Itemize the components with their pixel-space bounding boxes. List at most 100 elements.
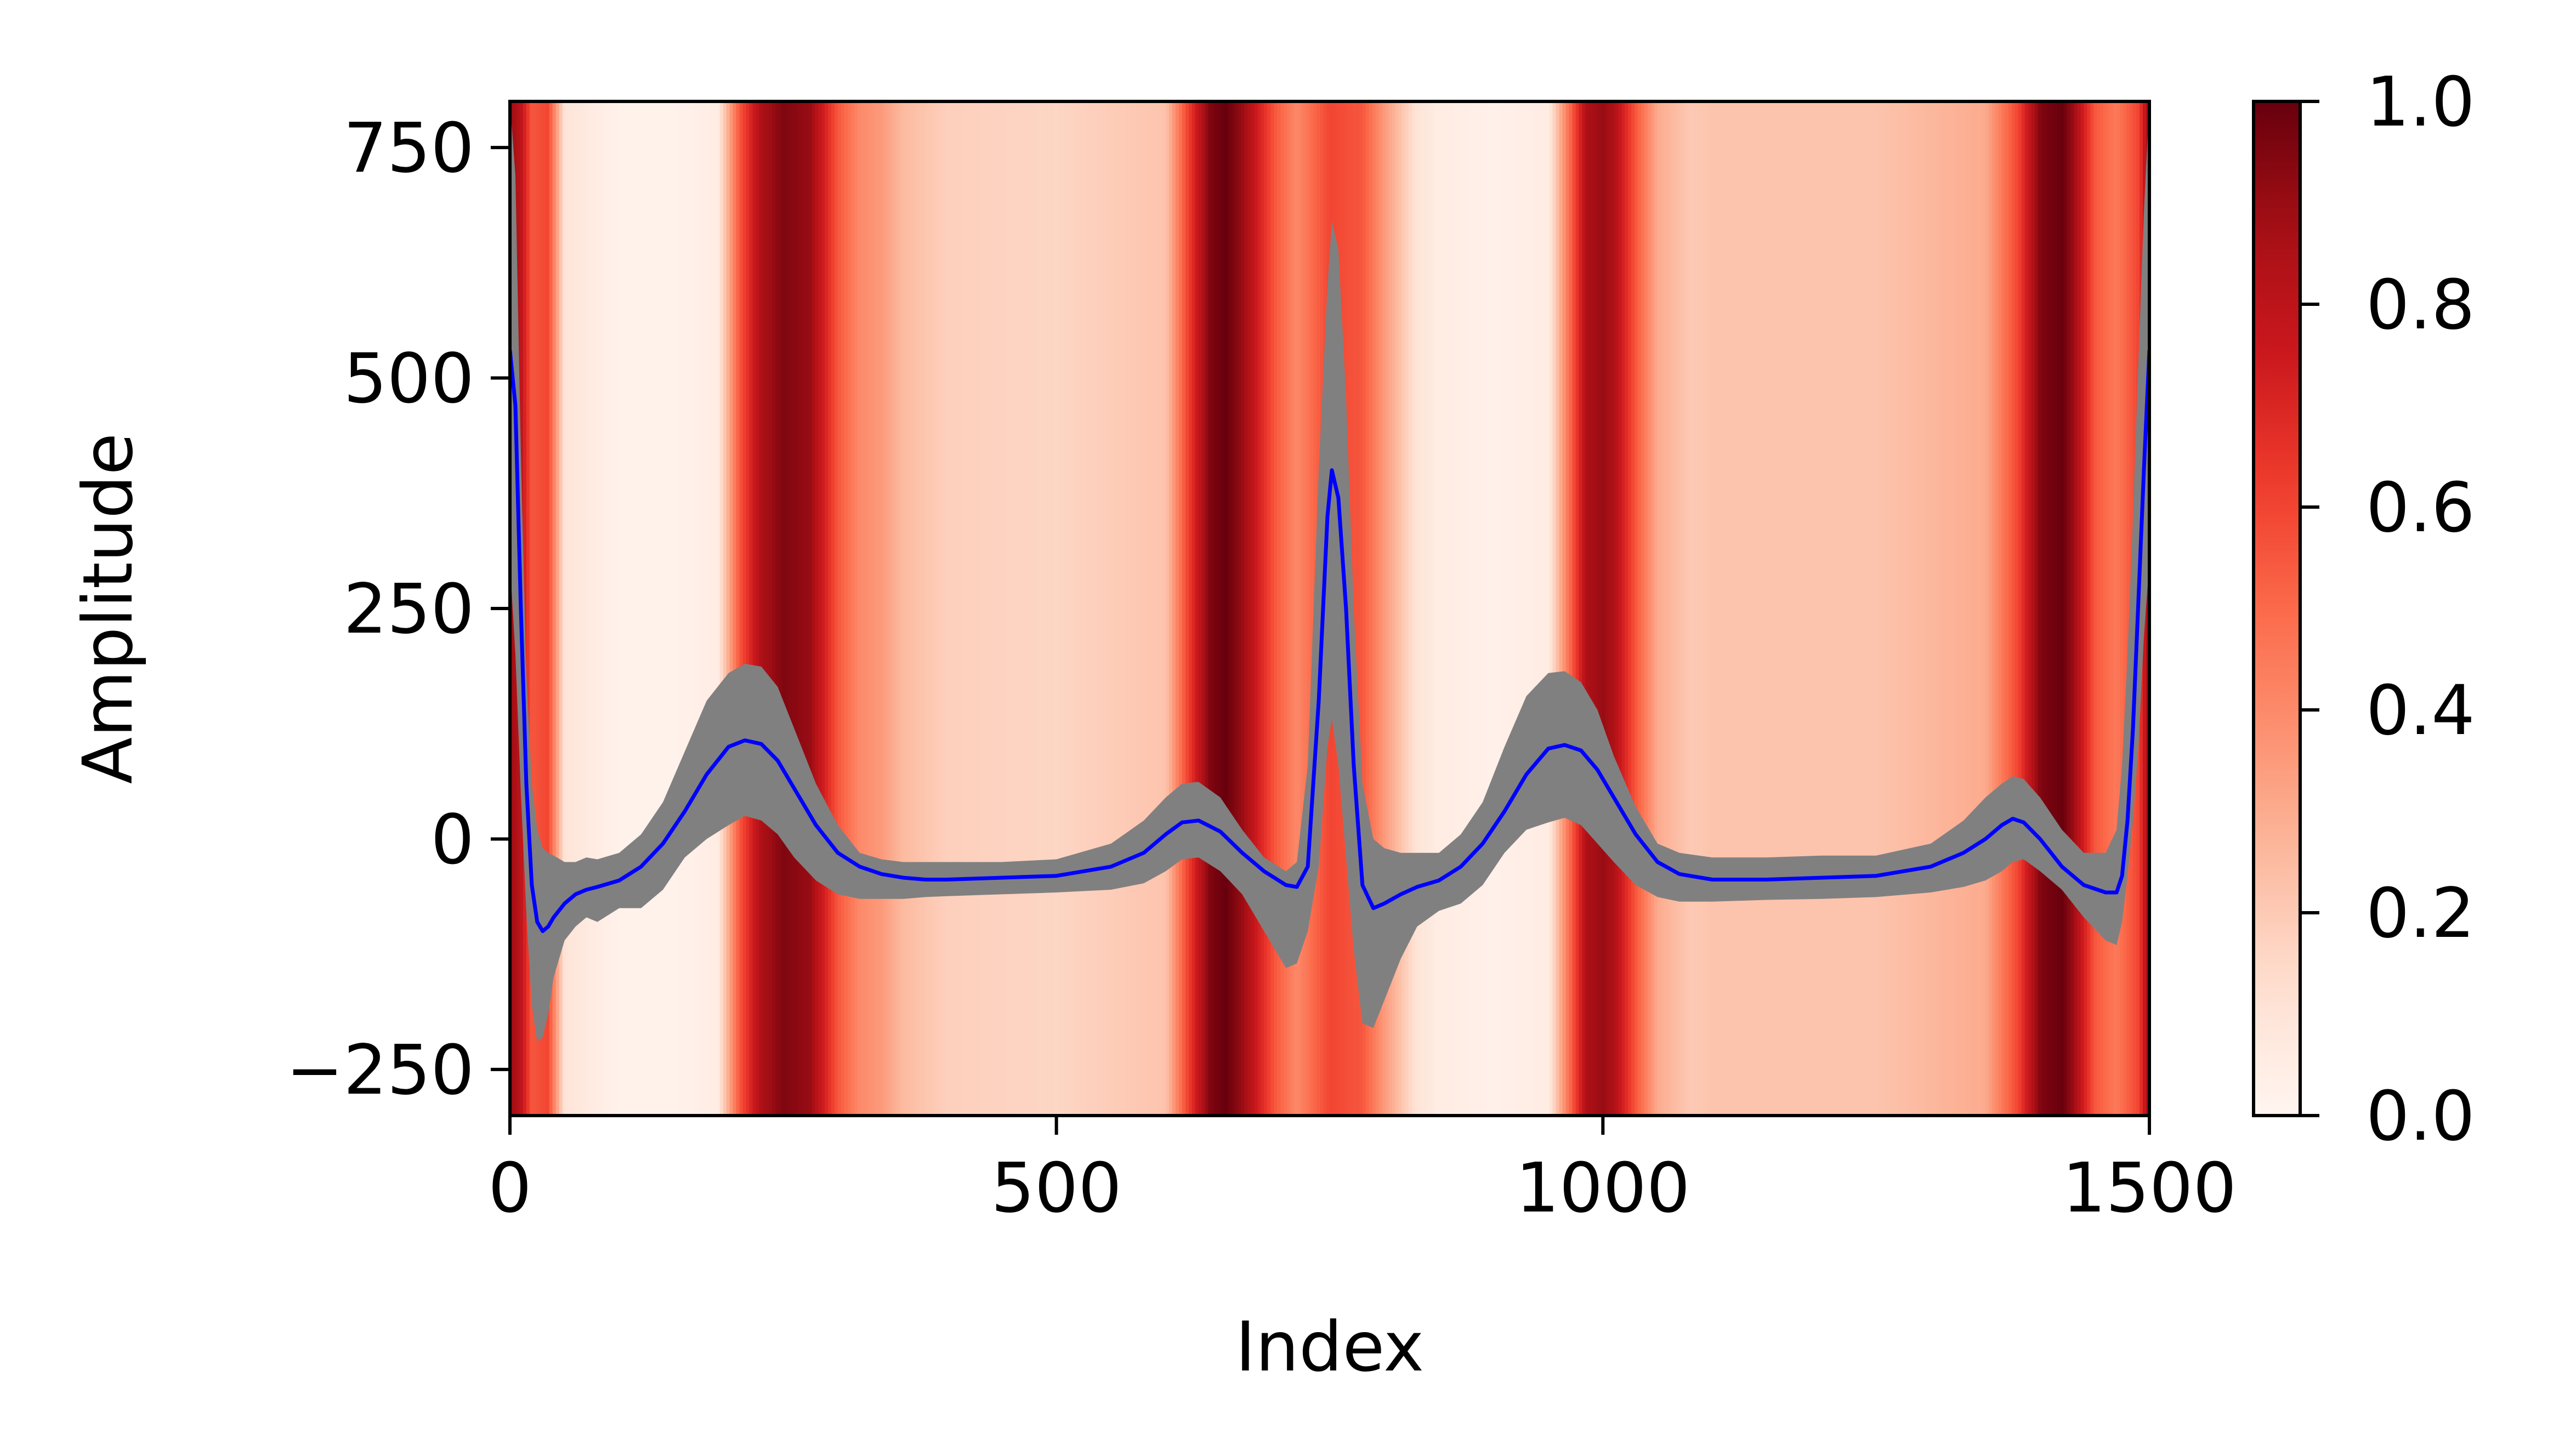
heatmap-column bbox=[739, 101, 744, 1116]
heatmap-column bbox=[1595, 101, 1599, 1116]
heatmap-column bbox=[1959, 101, 1963, 1116]
heatmap-column bbox=[943, 101, 947, 1116]
heatmap-column bbox=[1359, 101, 1363, 1116]
heatmap-column bbox=[1789, 101, 1792, 1116]
heatmap-column bbox=[1667, 101, 1671, 1116]
heatmap-column bbox=[1769, 101, 1773, 1116]
heatmap-column bbox=[788, 101, 793, 1116]
heatmap-column bbox=[979, 101, 983, 1116]
heatmap-column bbox=[1274, 101, 1278, 1116]
heatmap-column bbox=[1110, 101, 1114, 1116]
heatmap-column bbox=[1497, 101, 1501, 1116]
heatmap-column bbox=[1582, 101, 1586, 1116]
heatmap-column bbox=[733, 101, 737, 1116]
heatmap-column bbox=[575, 101, 580, 1116]
heatmap-column bbox=[1526, 101, 1530, 1116]
heatmap-column bbox=[555, 101, 560, 1116]
heatmap-column bbox=[1097, 101, 1101, 1116]
heatmap-column bbox=[1014, 101, 1019, 1116]
heatmap-column bbox=[1303, 101, 1307, 1116]
heatmap-column bbox=[1392, 101, 1396, 1116]
heatmap-column bbox=[854, 101, 858, 1116]
heatmap-column bbox=[782, 101, 786, 1116]
heatmap-column bbox=[1008, 101, 1012, 1116]
heatmap-column bbox=[1749, 101, 1753, 1116]
heatmap-column bbox=[896, 101, 901, 1116]
heatmap-column bbox=[2051, 101, 2055, 1116]
heatmap-column bbox=[621, 101, 626, 1116]
heatmap-column bbox=[2041, 101, 2045, 1116]
heatmap-column bbox=[1146, 101, 1150, 1116]
heatmap-column bbox=[1782, 101, 1786, 1116]
heatmap-column bbox=[1264, 101, 1268, 1116]
heatmap-column bbox=[1834, 101, 1838, 1116]
heatmap-column bbox=[1870, 101, 1875, 1116]
heatmap-column bbox=[559, 101, 563, 1116]
heatmap-column bbox=[1673, 101, 1678, 1116]
heatmap-column bbox=[2084, 101, 2088, 1116]
heatmap-background bbox=[510, 101, 2149, 1116]
heatmap-column bbox=[2080, 101, 2085, 1116]
heatmap-column bbox=[1513, 101, 1517, 1116]
heatmap-column bbox=[1247, 101, 1252, 1116]
heatmap-column bbox=[526, 101, 530, 1116]
heatmap-column bbox=[835, 101, 838, 1116]
heatmap-column bbox=[1077, 101, 1081, 1116]
heatmap-column bbox=[1234, 101, 1239, 1116]
heatmap-column bbox=[2107, 101, 2111, 1116]
heatmap-column bbox=[1290, 101, 1294, 1116]
heatmap-column bbox=[1546, 101, 1550, 1116]
heatmap-column bbox=[1536, 101, 1540, 1116]
heatmap-column bbox=[1949, 101, 1953, 1116]
heatmap-column bbox=[838, 101, 842, 1116]
heatmap-column bbox=[939, 101, 944, 1116]
heatmap-column bbox=[2011, 101, 2016, 1116]
heatmap-column bbox=[910, 101, 914, 1116]
heatmap-column bbox=[1444, 101, 1449, 1116]
heatmap-column bbox=[969, 101, 973, 1116]
heatmap-column bbox=[2028, 101, 2032, 1116]
colorbar-tick-label: 0.8 bbox=[2366, 265, 2475, 345]
heatmap-column bbox=[1395, 101, 1399, 1116]
heatmap-column bbox=[1772, 101, 1777, 1116]
heatmap-column bbox=[952, 101, 957, 1116]
heatmap-column bbox=[2113, 101, 2117, 1116]
heatmap-column bbox=[1611, 101, 1616, 1116]
heatmap-column bbox=[1382, 101, 1386, 1116]
heatmap-column bbox=[1211, 101, 1216, 1116]
heatmap-column bbox=[959, 101, 963, 1116]
heatmap-column bbox=[611, 101, 616, 1116]
heatmap-column bbox=[1683, 101, 1688, 1116]
heatmap-column bbox=[628, 101, 632, 1116]
heatmap-column bbox=[1090, 101, 1094, 1116]
heatmap-column bbox=[677, 101, 681, 1116]
heatmap-column bbox=[850, 101, 855, 1116]
heatmap-column bbox=[1169, 101, 1173, 1116]
heatmap-column bbox=[1287, 101, 1291, 1116]
heatmap-column bbox=[1628, 101, 1632, 1116]
colorbar-tick-label: 0.4 bbox=[2366, 671, 2475, 750]
heatmap-column bbox=[1883, 101, 1888, 1116]
heatmap-column bbox=[1529, 101, 1534, 1116]
std-band-area bbox=[510, 101, 2149, 1042]
heatmap-column bbox=[1867, 101, 1871, 1116]
heatmap-column bbox=[565, 101, 570, 1116]
heatmap-column bbox=[1890, 101, 1894, 1116]
heatmap-column bbox=[1808, 101, 1812, 1116]
heatmap-column bbox=[1418, 101, 1422, 1116]
heatmap-column bbox=[1284, 101, 1288, 1116]
heatmap-column bbox=[1398, 101, 1403, 1116]
heatmap-column bbox=[700, 101, 704, 1116]
heatmap-column bbox=[1405, 101, 1409, 1116]
heatmap-column bbox=[1057, 101, 1062, 1116]
heatmap-column bbox=[1585, 101, 1590, 1116]
heatmap-column bbox=[1201, 101, 1206, 1116]
heatmap-column bbox=[1454, 101, 1458, 1116]
heatmap-column bbox=[1575, 101, 1580, 1116]
heatmap-column bbox=[680, 101, 684, 1116]
heatmap-column bbox=[825, 101, 828, 1116]
heatmap-column bbox=[693, 101, 697, 1116]
x-tick-label: 1000 bbox=[1516, 1148, 1690, 1228]
heatmap-column bbox=[523, 101, 527, 1116]
